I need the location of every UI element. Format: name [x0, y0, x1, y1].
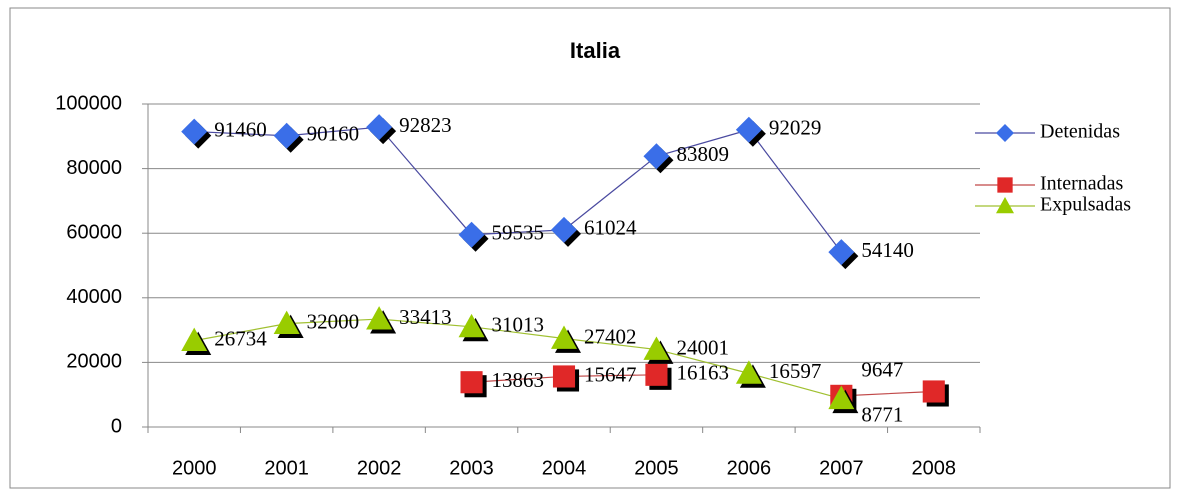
x-tick-label: 2007: [819, 457, 864, 479]
point: [552, 365, 576, 388]
data-label: 92029: [769, 116, 822, 140]
data-label: 8771: [861, 402, 903, 426]
point: [643, 336, 670, 360]
x-tick-label: 2006: [727, 457, 772, 479]
x-tick-label: 2008: [912, 457, 957, 479]
point: [458, 221, 485, 248]
x-tick-label: 2000: [172, 457, 217, 479]
point: [735, 360, 762, 384]
point: [551, 325, 577, 349]
point: [735, 116, 762, 143]
data-label: 90160: [307, 122, 360, 146]
data-label: 83809: [676, 142, 729, 166]
point: [273, 122, 300, 149]
data-label: 33413: [399, 305, 452, 329]
y-tick-label: 20000: [66, 351, 122, 373]
point: [643, 143, 670, 170]
data-label: 27402: [584, 324, 637, 348]
legend-label: Expulsadas: [1040, 194, 1131, 216]
data-label: 9647: [861, 358, 903, 382]
legend-label: Internadas: [1040, 173, 1124, 195]
point: [828, 385, 855, 410]
x-tick-label: 2001: [264, 457, 309, 479]
x-tick-label: 2003: [449, 457, 494, 479]
data-label: 16597: [769, 359, 822, 383]
legend-marker: [997, 177, 1013, 193]
y-tick-label: 60000: [66, 221, 122, 243]
data-label: 16163: [676, 361, 729, 385]
data-label: 61024: [584, 216, 637, 240]
data-label: 32000: [307, 309, 360, 333]
point: [551, 216, 577, 243]
legend-marker: [996, 124, 1014, 142]
data-label: 92823: [399, 113, 452, 137]
point: [645, 363, 668, 386]
point: [181, 118, 208, 145]
x-tick-label: 2005: [634, 457, 679, 479]
y-tick-label: 100000: [55, 92, 122, 114]
series-line: [194, 126, 842, 253]
point: [922, 380, 945, 403]
data-label: 54140: [861, 238, 914, 262]
y-tick-label: 40000: [66, 286, 122, 308]
y-tick-label: 0: [111, 415, 122, 437]
point: [828, 239, 855, 266]
data-label: 24001: [676, 335, 729, 359]
y-tick-label: 80000: [66, 157, 122, 179]
legend-marker: [996, 197, 1014, 214]
point: [366, 114, 393, 141]
data-label: 13863: [492, 368, 545, 392]
chart-title: Italia: [570, 38, 621, 63]
x-tick-label: 2002: [357, 457, 402, 479]
chart-border: [9, 7, 1171, 489]
data-label: 31013: [492, 313, 545, 337]
data-label: 91460: [214, 117, 267, 141]
point: [366, 306, 393, 330]
data-label: 26734: [214, 326, 267, 350]
data-label: 59535: [492, 221, 545, 245]
x-tick-label: 2004: [542, 457, 587, 479]
data-label: 15647: [584, 362, 637, 386]
point: [460, 371, 483, 394]
point: [458, 313, 485, 338]
legend-label: Detenidas: [1040, 121, 1120, 143]
series-line: [194, 318, 842, 400]
point: [181, 327, 208, 352]
point: [273, 310, 300, 335]
